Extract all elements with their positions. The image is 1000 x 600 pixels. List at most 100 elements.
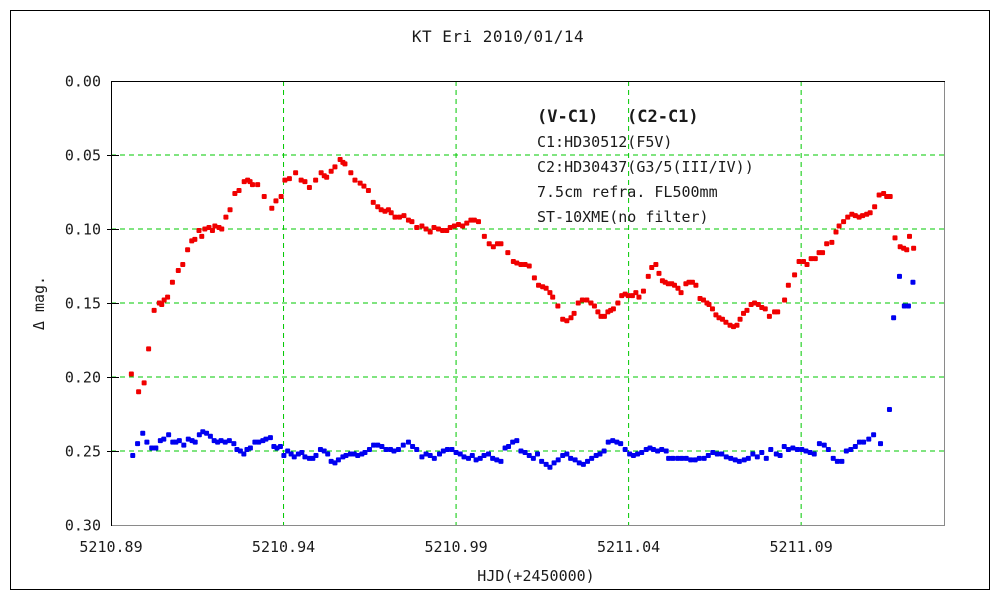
data-point-c2-c1 [200, 429, 206, 435]
data-point-c2-c1 [794, 447, 800, 453]
data-point-c2-c1 [655, 448, 661, 454]
data-point-c2-c1 [593, 452, 599, 458]
data-point-v-c1 [348, 170, 354, 176]
data-point-c2-c1 [539, 458, 545, 464]
data-point-v-c1 [414, 225, 420, 231]
data-point-c2-c1 [728, 455, 734, 461]
data-point-c2-c1 [750, 451, 756, 457]
data-point-c2-c1 [362, 449, 368, 455]
chart-title: KT Eri 2010/01/14 [412, 27, 584, 46]
data-point-c2-c1 [741, 457, 747, 463]
data-point-c2-c1 [732, 457, 738, 463]
data-point-v-c1 [911, 245, 917, 251]
data-point-c2-c1 [790, 445, 796, 451]
y-tick-label: 0.30 [65, 517, 101, 535]
x-tick-label: 5211.09 [770, 538, 833, 556]
data-point-c2-c1 [670, 455, 676, 461]
data-point-c2-c1 [522, 449, 528, 455]
data-point-v-c1 [737, 316, 743, 322]
data-point-c2-c1 [701, 455, 707, 461]
data-point-c2-c1 [144, 439, 150, 445]
data-point-v-c1 [645, 273, 651, 279]
data-point-c2-c1 [688, 457, 694, 463]
data-point-v-c1 [392, 214, 398, 220]
data-point-v-c1 [836, 223, 842, 229]
data-point-c2-c1 [807, 449, 813, 455]
data-point-v-c1 [867, 210, 873, 216]
legend: (V-C1) (C2-C1) C1:HD30512(F5V) C2:HD3043… [537, 107, 754, 226]
data-point-c2-c1 [302, 454, 308, 460]
data-point-c2-c1 [852, 444, 858, 450]
data-point-v-c1 [342, 161, 348, 167]
data-point-c2-c1 [643, 447, 649, 453]
data-point-c2-c1 [639, 449, 645, 455]
x-axis-label: HJD(+2450000) [477, 567, 594, 585]
data-point-v-c1 [435, 226, 441, 232]
data-point-v-c1 [481, 233, 487, 239]
data-point-c2-c1 [901, 303, 907, 309]
data-point-v-c1 [706, 301, 712, 307]
data-point-v-c1 [595, 309, 601, 315]
data-point-v-c1 [514, 260, 520, 266]
data-point-c2-c1 [834, 458, 840, 464]
data-point-v-c1 [601, 313, 607, 319]
data-point-v-c1 [293, 170, 299, 176]
data-point-c2-c1 [871, 432, 877, 438]
data-point-v-c1 [180, 262, 186, 268]
data-point-c2-c1 [461, 454, 467, 460]
data-point-c2-c1 [371, 442, 377, 448]
data-point-v-c1 [833, 229, 839, 235]
data-point-v-c1 [536, 282, 542, 288]
data-point-v-c1 [219, 226, 225, 232]
data-point-c2-c1 [506, 444, 512, 450]
data-point-c2-c1 [444, 447, 450, 453]
data-point-c2-c1 [696, 455, 702, 461]
data-point-v-c1 [146, 346, 152, 352]
data-point-v-c1 [804, 262, 810, 268]
data-point-v-c1 [876, 192, 882, 198]
data-point-v-c1 [227, 207, 233, 213]
data-point-c2-c1 [878, 441, 884, 447]
data-point-c2-c1 [328, 458, 334, 464]
data-point-v-c1 [471, 217, 477, 223]
data-point-c2-c1 [856, 439, 862, 445]
data-point-c2-c1 [601, 448, 607, 454]
data-point-c2-c1 [799, 447, 805, 453]
data-point-v-c1 [396, 214, 402, 220]
data-point-v-c1 [212, 223, 218, 229]
data-point-c2-c1 [710, 449, 716, 455]
data-point-v-c1 [313, 177, 319, 183]
data-point-v-c1 [752, 300, 758, 306]
data-point-c2-c1 [576, 460, 582, 466]
data-point-v-c1 [693, 282, 699, 288]
x-tick-label: 5210.99 [424, 538, 487, 556]
data-point-c2-c1 [547, 464, 553, 470]
data-point-c2-c1 [630, 452, 636, 458]
data-point-c2-c1 [905, 303, 911, 309]
data-point-c2-c1 [291, 454, 297, 460]
data-point-c2-c1 [781, 444, 787, 450]
data-point-v-c1 [762, 306, 768, 312]
data-point-v-c1 [151, 307, 157, 313]
data-point-v-c1 [591, 303, 597, 309]
data-point-v-c1 [136, 389, 142, 395]
data-point-c2-c1 [161, 436, 167, 442]
data-point-v-c1 [653, 262, 659, 268]
data-point-v-c1 [649, 264, 655, 270]
data-point-v-c1 [744, 307, 750, 313]
data-point-v-c1 [547, 290, 553, 296]
data-point-v-c1 [808, 256, 814, 262]
data-point-v-c1 [476, 219, 481, 225]
data-point-v-c1 [887, 193, 893, 199]
data-point-c2-c1 [803, 448, 809, 454]
data-point-c2-c1 [400, 442, 406, 448]
data-point-v-c1 [498, 241, 504, 247]
data-point-c2-c1 [614, 439, 620, 445]
data-point-v-c1 [829, 239, 835, 245]
data-point-c2-c1 [149, 445, 155, 451]
data-point-c2-c1 [343, 452, 349, 458]
data-point-c2-c1 [473, 457, 479, 463]
data-point-c2-c1 [910, 279, 916, 285]
data-point-c2-c1 [218, 438, 224, 444]
data-point-c2-c1 [560, 452, 566, 458]
